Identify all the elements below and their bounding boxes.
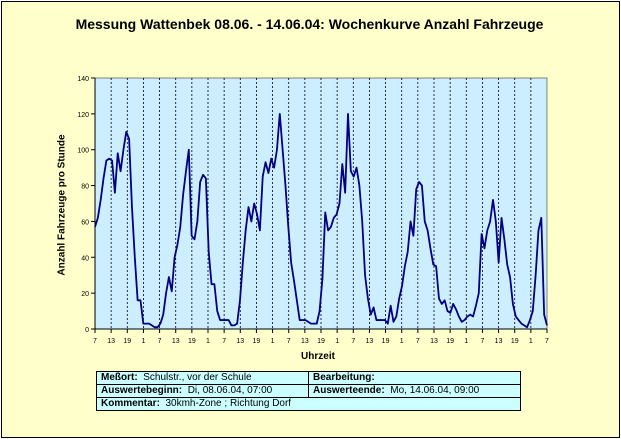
x-tick-label: 7 bbox=[351, 338, 355, 345]
x-tick-label: 1 bbox=[141, 338, 145, 345]
info-row: Kommentar: 30kmh-Zone ; Richtung Dorf bbox=[96, 397, 521, 411]
x-tick-label: 13 bbox=[236, 338, 244, 345]
info-row: Auswertebeginn: Di, 08.06.04, 07:00 Ausw… bbox=[96, 384, 521, 398]
axis-layer: 0 20 40 60 80 100 120 140 7 13 19 1 7 13 19 1 7 13 19 1 7 13 1… bbox=[77, 76, 549, 345]
x-tick-label: 19 bbox=[253, 338, 261, 345]
ende-label: Auswerteende: bbox=[313, 385, 385, 396]
x-tick-label: 1 bbox=[464, 338, 468, 345]
bearbeitung-cell: Bearbeitung: bbox=[308, 371, 521, 385]
kommentar-value: 30kmh-Zone ; Richtung Dorf bbox=[165, 398, 292, 409]
x-tick-label: 19 bbox=[511, 338, 519, 345]
y-tick-label: 100 bbox=[77, 148, 89, 155]
kommentar-label: Kommentar: bbox=[101, 398, 160, 409]
x-tick-label: 13 bbox=[301, 338, 309, 345]
x-tick-label: 1 bbox=[206, 338, 210, 345]
x-tick-label: 1 bbox=[400, 338, 404, 345]
x-tick-label: 19 bbox=[188, 338, 196, 345]
ende-cell: Auswerteende: Mo, 14.06.04, 09:00 bbox=[308, 384, 521, 398]
x-tick-label: 13 bbox=[172, 338, 180, 345]
y-tick-label: 60 bbox=[81, 219, 89, 226]
bearbeitung-label: Bearbeitung: bbox=[313, 372, 375, 383]
grid-layer bbox=[110, 78, 532, 329]
messort-cell: Meßort: Schulstr., vor der Schule bbox=[96, 371, 309, 385]
x-tick-label: 7 bbox=[545, 338, 549, 345]
x-tick-label: 13 bbox=[366, 338, 374, 345]
info-table: Meßort: Schulstr., vor der Schule Bearbe… bbox=[96, 371, 521, 411]
x-tick-label: 7 bbox=[222, 338, 226, 345]
x-tick-label: 1 bbox=[271, 338, 275, 345]
y-tick-label: 20 bbox=[81, 291, 89, 298]
x-tick-label: 1 bbox=[335, 338, 339, 345]
info-row: Meßort: Schulstr., vor der Schule Bearbe… bbox=[96, 371, 521, 385]
chart-title: Messung Wattenbek 08.06. - 14.06.04: Woc… bbox=[75, 16, 544, 32]
x-axis-label: Uhrzeit bbox=[301, 351, 335, 362]
beginn-cell: Auswertebeginn: Di, 08.06.04, 07:00 bbox=[96, 384, 309, 398]
x-tick-label: 7 bbox=[416, 338, 420, 345]
x-tick-label: 7 bbox=[480, 338, 484, 345]
x-tick-label: 13 bbox=[430, 338, 438, 345]
x-tick-label: 19 bbox=[317, 338, 325, 345]
x-tick-label: 13 bbox=[107, 338, 115, 345]
series-line bbox=[94, 112, 548, 329]
beginn-label: Auswertebeginn: bbox=[101, 385, 183, 396]
x-tick-label: 19 bbox=[446, 338, 454, 345]
y-tick-label: 80 bbox=[81, 184, 89, 191]
y-axis-label: Anzahl Fahrzeuge pro Stunde bbox=[56, 134, 68, 276]
messort-label: Meßort: bbox=[101, 372, 138, 383]
beginn-value: Di, 08.06.04, 07:00 bbox=[187, 385, 273, 396]
x-tick-label: 1 bbox=[529, 338, 533, 345]
x-tick-label: 13 bbox=[495, 338, 503, 345]
x-tick-label: 19 bbox=[123, 338, 131, 345]
series-layer bbox=[94, 112, 548, 329]
messort-value: Schulstr., vor der Schule bbox=[143, 372, 252, 383]
x-tick-label: 7 bbox=[287, 338, 291, 345]
y-tick-label: 140 bbox=[77, 76, 89, 83]
x-tick-label: 19 bbox=[382, 338, 390, 345]
x-tick-label: 7 bbox=[93, 338, 97, 345]
kommentar-cell: Kommentar: 30kmh-Zone ; Richtung Dorf bbox=[96, 397, 521, 411]
y-tick-label: 120 bbox=[77, 112, 89, 119]
x-tick-label: 7 bbox=[158, 338, 162, 345]
y-tick-label: 40 bbox=[81, 255, 89, 262]
ende-value: Mo, 14.06.04, 09:00 bbox=[390, 385, 480, 396]
y-tick-label: 0 bbox=[85, 327, 89, 334]
